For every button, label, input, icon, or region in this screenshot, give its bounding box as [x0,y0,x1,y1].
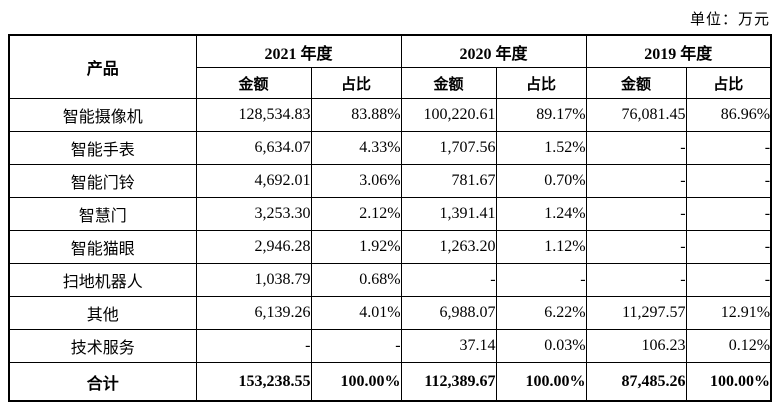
table-row: 智能猫眼 2,946.28 1.92% 1,263.20 1.12% - - [8,230,772,264]
amount-header-2020: 金额 [400,67,497,99]
table-row: 智能门铃 4,692.01 3.06% 781.67 0.70% - - [8,164,772,198]
product-cell: 扫地机器人 [8,263,197,297]
table-row: 智能摄像机 128,534.83 83.88% 100,220.61 89.17% 76,… [8,98,772,132]
amount-2019-cell: - [585,230,687,264]
product-cell: 其他 [8,296,197,330]
amount-2020-cell: 1,707.56 [400,131,497,165]
table-row: 智慧门 3,253.30 2.12% 1,391.41 1.24% - - [8,197,772,231]
ratio-2019-cell: 100.00% [685,362,772,402]
ratio-2019-cell: - [685,131,772,165]
header-row-years: 产品 2021 年度 2020 年度 2019 年度 [8,34,772,99]
amount-2019-cell: - [585,263,687,297]
amount-2021-cell: 6,634.07 [195,131,312,165]
total-row: 合计 153,238.55 100.00% 112,389.67 100.00% 87,4… [8,362,772,402]
ratio-2020-cell: 100.00% [495,362,587,402]
amount-2019-cell: - [585,197,687,231]
ratio-2019-cell: - [685,164,772,198]
amount-2020-cell: 37.14 [400,329,497,363]
amount-2020-cell: 1,263.20 [400,230,497,264]
amount-2021-cell: 153,238.55 [195,362,312,402]
ratio-header-2021: 占比 [310,67,402,99]
ratio-2020-cell: 89.17% [495,98,587,132]
ratio-2021-cell: 4.01% [310,296,402,330]
amount-2019-cell: - [585,131,687,165]
amount-2021-cell: 1,038.79 [195,263,312,297]
ratio-header-2020: 占比 [495,67,587,99]
ratio-2021-cell: 2.12% [310,197,402,231]
product-cell: 智慧门 [8,197,197,231]
amount-2021-cell: - [195,329,312,363]
amount-2021-cell: 6,139.26 [195,296,312,330]
table-row: 技术服务 - -37.14 0.03% 106.23 0.12% [8,329,772,363]
header-row-subcolumns: 金额 占比 金额 占比 金额 占比 [9,67,772,99]
amount-2019-cell: 87,485.26 [585,362,687,402]
ratio-2019-cell: 0.12% [685,329,772,363]
ratio-2021-cell: 0.68% [310,263,402,297]
revenue-by-product-table: 产品 2021 年度 2020 年度 2019 年度 金额 占比 金额 占比 金… [8,34,773,402]
ratio-2020-cell: 0.03% [495,329,587,363]
amount-2019-cell: 106.23 [585,329,687,363]
amount-2019-cell: - [585,164,687,198]
ratio-2019-cell: - [685,197,772,231]
ratio-2021-cell: 1.92% [310,230,402,264]
amount-2019-cell: 76,081.45 [585,98,687,132]
ratio-2020-cell: 0.70% [495,164,587,198]
ratio-2019-cell: - [685,230,772,264]
amount-2020-cell: 100,220.61 [400,98,497,132]
amount-2020-cell: 1,391.41 [400,197,497,231]
year-header-2019: 2019 年度 [585,34,772,68]
product-cell: 智能猫眼 [8,230,197,264]
table-row: 其他 6,139.26 4.01% 6,988.07 6.22% 11,297.57 12.… [8,296,772,330]
ratio-2020-cell: 1.12% [495,230,587,264]
ratio-2019-cell: - [685,263,772,297]
product-cell: 智能门铃 [8,164,197,198]
year-header-2021: 2021 年度 [195,34,402,68]
amount-2020-cell: - [400,263,497,297]
product-cell: 合计 [8,362,197,402]
amount-2021-cell: 4,692.01 [195,164,312,198]
amount-2021-cell: 3,253.30 [195,197,312,231]
product-cell: 智能手表 [8,131,197,165]
ratio-2021-cell: 3.06% [310,164,402,198]
table-row: 扫地机器人 1,038.79 0.68% - - - - [8,263,772,297]
ratio-2020-cell: - [495,263,587,297]
product-column-header: 产品 [8,34,197,99]
product-cell: 技术服务 [8,329,197,363]
table-row: 智能手表 6,634.07 4.33% 1,707.56 1.52% - - [8,131,772,165]
unit-label: 单位：万元 [689,12,770,28]
amount-header-2021: 金额 [195,67,312,99]
amount-2019-cell: 11,297.57 [585,296,687,330]
amount-2020-cell: 781.67 [400,164,497,198]
ratio-header-2019: 占比 [685,67,772,99]
amount-header-2019: 金额 [585,67,687,99]
ratio-2021-cell: 100.00% [310,362,402,402]
table-body: 智能摄像机 128,534.83 83.88% 100,220.61 89.17% 76,… [8,98,772,402]
product-cell: 智能摄像机 [8,98,197,132]
ratio-2021-cell: - [310,329,402,363]
ratio-2020-cell: 1.52% [495,131,587,165]
ratio-2021-cell: 4.33% [310,131,402,165]
ratio-2021-cell: 83.88% [310,98,402,132]
amount-2021-cell: 128,534.83 [195,98,312,132]
year-header-2020: 2020 年度 [400,34,587,68]
ratio-2019-cell: 86.96% [685,98,772,132]
amount-2020-cell: 6,988.07 [400,296,497,330]
ratio-2020-cell: 6.22% [495,296,587,330]
ratio-2020-cell: 1.24% [495,197,587,231]
ratio-2019-cell: 12.91% [685,296,772,330]
amount-2021-cell: 2,946.28 [195,230,312,264]
amount-2020-cell: 112,389.67 [400,362,497,402]
